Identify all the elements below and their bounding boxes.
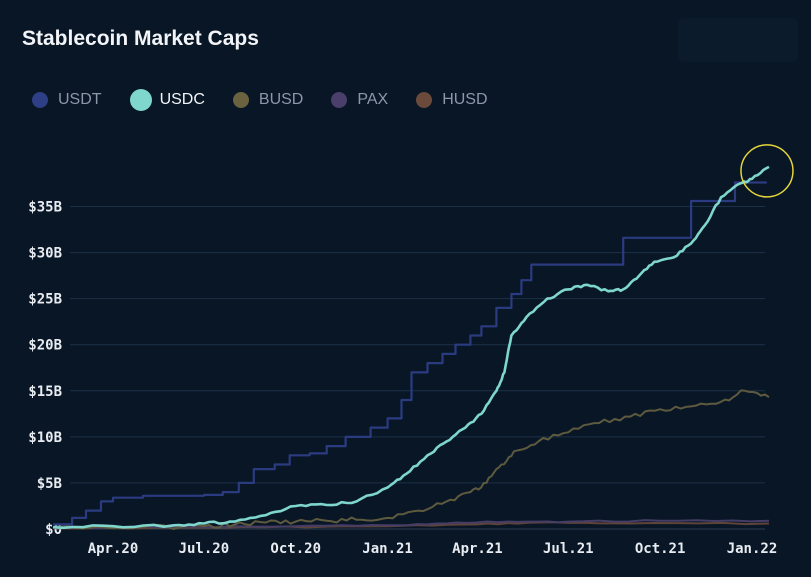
y-tick-label: $10B [28, 430, 62, 446]
x-tick-label: Jan.22 [727, 541, 778, 557]
y-tick-label: $35B [28, 200, 62, 216]
highlight-circle [740, 144, 794, 198]
x-tick-label: Apr.20 [88, 541, 139, 557]
x-tick-label: Apr.21 [452, 541, 503, 557]
legend-label-busd: BUSD [258, 91, 304, 108]
chart-title: Stablecoin Market Caps [22, 27, 259, 50]
y-tick-label: $5B [37, 476, 62, 492]
y-tick-label: $25B [28, 292, 62, 308]
x-tick-label: Jul.20 [179, 541, 230, 557]
legend-label-usdc: USDC [159, 91, 205, 108]
x-tick-label: Oct.21 [635, 541, 686, 557]
legend-item-usdt[interactable]: USDT [32, 91, 102, 109]
x-tick-label: Oct.20 [270, 541, 321, 557]
legend-swatch-usdt [32, 92, 48, 108]
legend-item-husd[interactable]: HUSD [416, 91, 488, 109]
y-tick-label: $30B [28, 246, 62, 262]
legend-item-pax[interactable]: PAX [331, 91, 388, 109]
series-line-busd [53, 389, 770, 530]
legend-swatch-busd [232, 92, 249, 108]
legend-item-busd[interactable]: BUSD [232, 91, 304, 109]
chart-menu-button[interactable] [678, 18, 798, 62]
chart-legend: USDT USDC BUSD PAX HUSD [32, 88, 516, 112]
x-tick-label: Jul.21 [543, 541, 594, 557]
y-tick-label: $20B [28, 338, 62, 354]
legend-swatch-pax [331, 92, 348, 108]
legend-label-pax: PAX [357, 91, 389, 108]
legend-swatch-usdc [129, 89, 152, 111]
legend-item-usdc[interactable]: USDC [129, 89, 205, 111]
x-tick-label: Jan.21 [362, 541, 413, 557]
series-line-usdt [53, 181, 768, 526]
series-line-usdc [53, 165, 770, 530]
legend-swatch-husd [416, 92, 433, 108]
y-tick-label: $15B [28, 384, 62, 400]
legend-label-usdt: USDT [58, 91, 102, 108]
legend-label-husd: HUSD [442, 91, 488, 108]
